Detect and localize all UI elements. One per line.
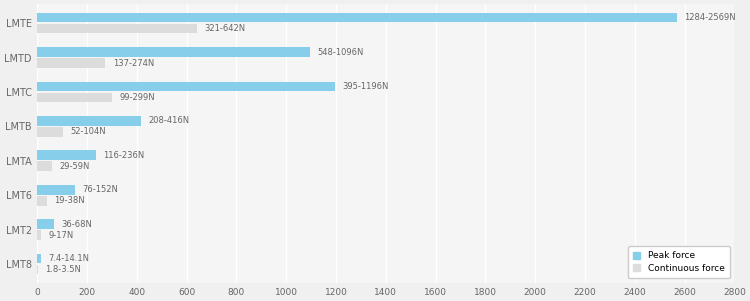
Bar — [38, 219, 54, 229]
Text: 208-416N: 208-416N — [148, 116, 190, 125]
Bar — [38, 116, 141, 126]
Bar — [38, 196, 46, 206]
Bar — [38, 161, 52, 171]
Text: 99-299N: 99-299N — [119, 93, 154, 102]
Bar — [38, 93, 112, 102]
Bar — [38, 185, 75, 194]
Text: 137-274N: 137-274N — [113, 58, 154, 67]
Bar — [38, 82, 335, 91]
Text: 395-1196N: 395-1196N — [343, 82, 388, 91]
Text: 1284-2569N: 1284-2569N — [684, 13, 736, 22]
Text: 548-1096N: 548-1096N — [317, 48, 364, 57]
Text: 7.4-14.1N: 7.4-14.1N — [48, 254, 89, 263]
Text: 1.8-3.5N: 1.8-3.5N — [46, 265, 82, 274]
Text: 116-236N: 116-236N — [104, 151, 145, 160]
Bar — [38, 13, 677, 22]
Text: 29-59N: 29-59N — [59, 162, 90, 171]
Text: 52-104N: 52-104N — [70, 127, 106, 136]
Bar — [38, 58, 106, 68]
Text: 9-17N: 9-17N — [49, 231, 74, 240]
Text: 76-152N: 76-152N — [82, 185, 118, 194]
Legend: Peak force, Continuous force: Peak force, Continuous force — [628, 246, 730, 278]
Bar — [38, 150, 96, 160]
Text: 19-38N: 19-38N — [54, 196, 85, 205]
Text: 36-68N: 36-68N — [62, 220, 92, 229]
Text: 321-642N: 321-642N — [205, 24, 246, 33]
Bar — [38, 47, 310, 57]
Bar — [38, 127, 63, 137]
Bar — [38, 24, 197, 33]
Bar — [38, 230, 41, 240]
Bar — [38, 254, 40, 263]
